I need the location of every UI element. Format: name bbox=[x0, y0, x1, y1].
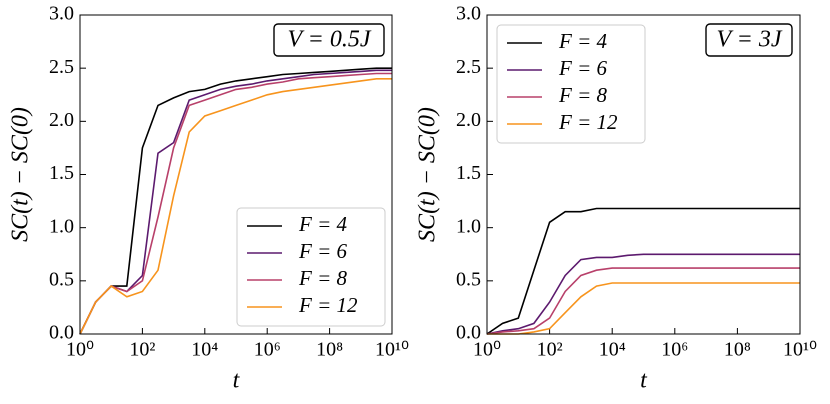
x-tick-label: 10⁰ bbox=[66, 339, 94, 361]
x-tick-label: 10⁶ bbox=[254, 339, 281, 361]
legend-box bbox=[236, 207, 386, 327]
annotation-box bbox=[273, 23, 385, 57]
x-tick-label: 10² bbox=[129, 339, 155, 361]
series-line bbox=[487, 282, 800, 335]
x-tick-label: 10⁴ bbox=[191, 339, 218, 361]
x-tick-label: 10¹⁰ bbox=[375, 339, 409, 361]
series-line bbox=[79, 72, 392, 335]
x-tick-label: 10⁰ bbox=[473, 339, 501, 361]
series-line bbox=[486, 267, 800, 335]
y-axis-label: SC(t) − SC(0) bbox=[8, 107, 34, 242]
legend-label: F = 6 bbox=[298, 239, 347, 263]
plot-frame bbox=[79, 14, 393, 335]
y-tick-label: 0.5 bbox=[49, 268, 74, 290]
y-tick-label: 2.0 bbox=[49, 109, 74, 131]
y-tick-label: 1.5 bbox=[456, 162, 481, 184]
y-axis-label: SC(t) − SC(0) bbox=[415, 107, 441, 242]
x-tick-label: 10⁴ bbox=[599, 339, 626, 361]
y-tick-label: 0.5 bbox=[456, 268, 481, 290]
series-line bbox=[79, 78, 392, 335]
x-tick-label: 10⁶ bbox=[661, 339, 688, 361]
x-tick-label: 10⁸ bbox=[316, 339, 343, 361]
x-tick-label: 10¹⁰ bbox=[783, 339, 817, 361]
y-tick-label: 1.0 bbox=[49, 215, 74, 237]
x-tick-label: 10⁸ bbox=[724, 339, 751, 361]
x-tick-label: 10² bbox=[537, 339, 563, 361]
series-line bbox=[486, 253, 800, 335]
legend-label: F = 12 bbox=[558, 110, 618, 134]
legend-label: F = 6 bbox=[558, 56, 607, 80]
legend-label: F = 4 bbox=[298, 212, 347, 236]
y-tick-label: 3.0 bbox=[49, 3, 74, 25]
y-tick-label: 2.0 bbox=[456, 109, 481, 131]
legend-label: F = 8 bbox=[298, 266, 347, 290]
series-line bbox=[79, 67, 392, 335]
y-tick-label: 1.0 bbox=[456, 215, 481, 237]
annotation: V = 3J bbox=[716, 27, 782, 53]
plot-frame bbox=[486, 14, 801, 335]
annotation: V = 0.5J bbox=[287, 27, 371, 53]
y-tick-label: 2.5 bbox=[49, 56, 74, 78]
legend-box bbox=[496, 24, 646, 144]
legend-label: F = 4 bbox=[558, 29, 607, 53]
annotation-box bbox=[705, 23, 793, 57]
y-tick-label: 2.5 bbox=[456, 56, 481, 78]
legend-label: F = 8 bbox=[558, 83, 607, 107]
y-tick-label: 3.0 bbox=[456, 3, 481, 25]
y-tick-label: 1.5 bbox=[49, 162, 74, 184]
y-tick-label: 0.0 bbox=[456, 322, 481, 344]
y-tick-label: 0.0 bbox=[49, 322, 74, 344]
x-axis-label: t bbox=[640, 368, 648, 394]
series-line bbox=[486, 207, 800, 335]
series-line bbox=[79, 69, 392, 335]
legend-label: F = 12 bbox=[298, 293, 358, 317]
x-axis-label: t bbox=[233, 368, 241, 394]
